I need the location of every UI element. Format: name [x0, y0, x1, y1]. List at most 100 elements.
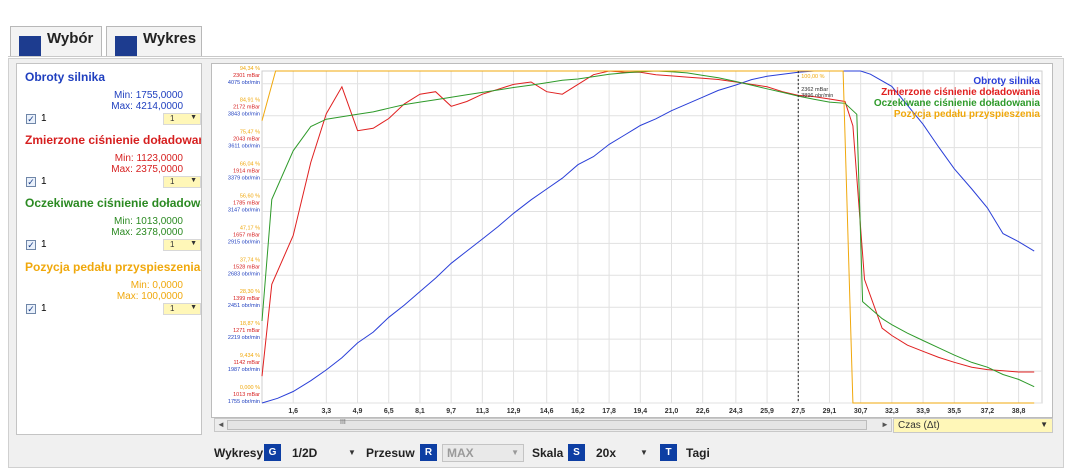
y-tick-label-mbar: 1785 mBar: [233, 200, 260, 206]
dropdown-arrow-icon[interactable]: ▼: [640, 448, 648, 457]
bottom-toolbar: Wykresy G 1/2D ▼ Przesuw R MAX ▼ Skala S…: [214, 442, 1064, 464]
wykresy-label: Wykresy: [214, 446, 264, 460]
x-tick-label: 32,3: [885, 408, 899, 415]
x-tick-label: 24,3: [729, 408, 743, 415]
cursor-label-rpm: 3896 obr/min: [801, 93, 833, 99]
y-tick-label-percent: 28,30 %: [240, 289, 260, 295]
channel-scale-select[interactable]: 1 ▼: [163, 303, 201, 315]
x-tick-label: 25,9: [760, 408, 774, 415]
select-value: 1: [170, 177, 175, 186]
channel-block-rpm: Obroty silnika Min: 1755,0000 Max: 4214,…: [17, 70, 201, 132]
channel-max: Max: 2375,0000: [111, 164, 183, 175]
scroll-left-icon[interactable]: ◄: [217, 420, 225, 429]
y-tick-label-percent: 37,74 %: [240, 257, 260, 263]
y-tick-label-rpm: 3379 obr/min: [228, 176, 260, 182]
x-tick-label: 9,7: [446, 408, 456, 415]
channel-checkbox[interactable]: ✓: [26, 114, 36, 124]
horizontal-scrollbar[interactable]: ◄ III ►: [214, 418, 892, 432]
y-tick-label-rpm: 2219 obr/min: [228, 335, 260, 341]
scroll-right-icon[interactable]: ►: [881, 420, 889, 429]
channel-checkbox[interactable]: ✓: [26, 177, 36, 187]
select-value: Czas (Δt): [898, 420, 940, 431]
select-value: MAX: [447, 446, 474, 460]
wykresy-value[interactable]: 1/2D: [292, 446, 318, 460]
channel-checkbox[interactable]: ✓: [26, 240, 36, 250]
y-tick-label-rpm: 3611 obr/min: [228, 144, 260, 150]
channel-scale-select[interactable]: 1 ▼: [163, 239, 201, 251]
x-tick-label: 12,9: [507, 408, 521, 415]
dropdown-arrow-icon: ▼: [190, 304, 197, 311]
channel-scale-select[interactable]: 1 ▼: [163, 113, 201, 125]
series-line-3: [261, 70, 1035, 404]
tab-wybor[interactable]: Wybór: [10, 26, 102, 56]
channel-checkbox[interactable]: ✓: [26, 304, 36, 314]
channel-scale-select[interactable]: 1 ▼: [163, 176, 201, 188]
y-tick-label-mbar: 2301 mBar: [233, 73, 260, 79]
x-tick-label: 6,5: [384, 408, 394, 415]
legend-entry: Obroty silnika: [973, 76, 1040, 87]
y-tick-label-mbar: 2043 mBar: [233, 137, 260, 143]
x-tick-label: 19,4: [633, 408, 647, 415]
plot-background: [261, 70, 1043, 404]
channel-number: 1: [41, 176, 47, 187]
y-tick-label-mbar: 1271 mBar: [233, 328, 260, 334]
x-tick-label: 1,6: [288, 408, 298, 415]
y-tick-label-percent: 94,34 %: [240, 66, 260, 72]
y-tick-label-percent: 9,434 %: [240, 353, 260, 359]
y-tick-label-rpm: 4075 obr/min: [228, 80, 260, 86]
x-tick-label: 21,0: [665, 408, 679, 415]
y-tick-label-percent: 0,000 %: [240, 385, 260, 391]
channel-number: 1: [41, 239, 47, 250]
przesuw-label: Przesuw: [366, 446, 415, 460]
tab-wykres[interactable]: Wykres: [106, 26, 202, 56]
x-tick-label: 30,7: [854, 408, 868, 415]
y-tick-label-rpm: 3147 obr/min: [228, 207, 260, 213]
channel-min: Min: 1123,0000: [114, 153, 183, 164]
series-line-1: [261, 70, 1035, 377]
chart-area[interactable]: 0,000 % 1013 mBar 1755 obr/min 9,434 % 1142 …: [211, 63, 1053, 418]
legend-entry: Zmierzone ciśnienie doładowania: [881, 87, 1040, 98]
tagi-key-icon[interactable]: T: [660, 444, 677, 461]
wykresy-key-icon[interactable]: G: [264, 444, 281, 461]
x-tick-label: 17,8: [602, 408, 616, 415]
skala-key-icon[interactable]: S: [568, 444, 585, 461]
channel-max: Max: 4214,0000: [111, 101, 183, 112]
skala-value[interactable]: 20x: [596, 446, 617, 460]
dropdown-arrow-icon: ▼: [511, 448, 519, 457]
y-tick-label-mbar: 1528 mBar: [233, 264, 260, 270]
y-tick-label-mbar: 1657 mBar: [233, 232, 260, 238]
y-tick-label-rpm: 2915 obr/min: [228, 239, 260, 245]
tagi-label[interactable]: Tagi: [686, 446, 710, 460]
y-tick-label-mbar: 1399 mBar: [233, 296, 260, 302]
scroll-thumb[interactable]: III: [227, 419, 867, 430]
channel-max: Max: 2378,0000: [111, 227, 183, 238]
select-value: 1: [170, 240, 175, 249]
y-tick-label-rpm: 1755 obr/min: [228, 399, 260, 405]
tab-label: Wykres: [143, 30, 197, 47]
channel-max: Max: 100,0000: [116, 291, 183, 302]
skala-label: Skala: [532, 446, 564, 460]
series-line-0: [261, 70, 1035, 404]
x-tick-label: 16,2: [571, 408, 585, 415]
x-axis-select[interactable]: Czas (Δt) ▼: [893, 418, 1053, 433]
legend-entry: Pozycja pedału przyspieszenia: [894, 109, 1041, 120]
y-tick-label-mbar: 1013 mBar: [233, 392, 260, 398]
channel-block-boost-measured: Zmierzone ciśnienie doładowani Min: 1123…: [17, 133, 201, 195]
channel-title: Obroty silnika: [25, 70, 106, 84]
select-value: 1: [170, 304, 175, 313]
przesuw-key-icon[interactable]: R: [420, 444, 437, 461]
tab-icon: [115, 36, 137, 56]
channel-panel: Obroty silnika Min: 1755,0000 Max: 4214,…: [16, 63, 202, 435]
y-tick-label-mbar: 2172 mBar: [233, 105, 260, 111]
dropdown-arrow-icon[interactable]: ▼: [348, 448, 356, 457]
tab-strip: Wybór Wykres: [0, 0, 1074, 60]
x-tick-label: 14,6: [540, 408, 554, 415]
channel-block-boost-expected: Oczekiwane ciśnienie doładowai Min: 1013…: [17, 196, 201, 258]
channel-number: 1: [41, 113, 47, 124]
x-tick-label: 27,5: [791, 408, 805, 415]
x-tick-label: 4,9: [353, 408, 363, 415]
x-tick-label: 38,8: [1012, 408, 1026, 415]
x-tick-label: 3,3: [321, 408, 331, 415]
przesuw-select[interactable]: MAX ▼: [442, 444, 524, 462]
